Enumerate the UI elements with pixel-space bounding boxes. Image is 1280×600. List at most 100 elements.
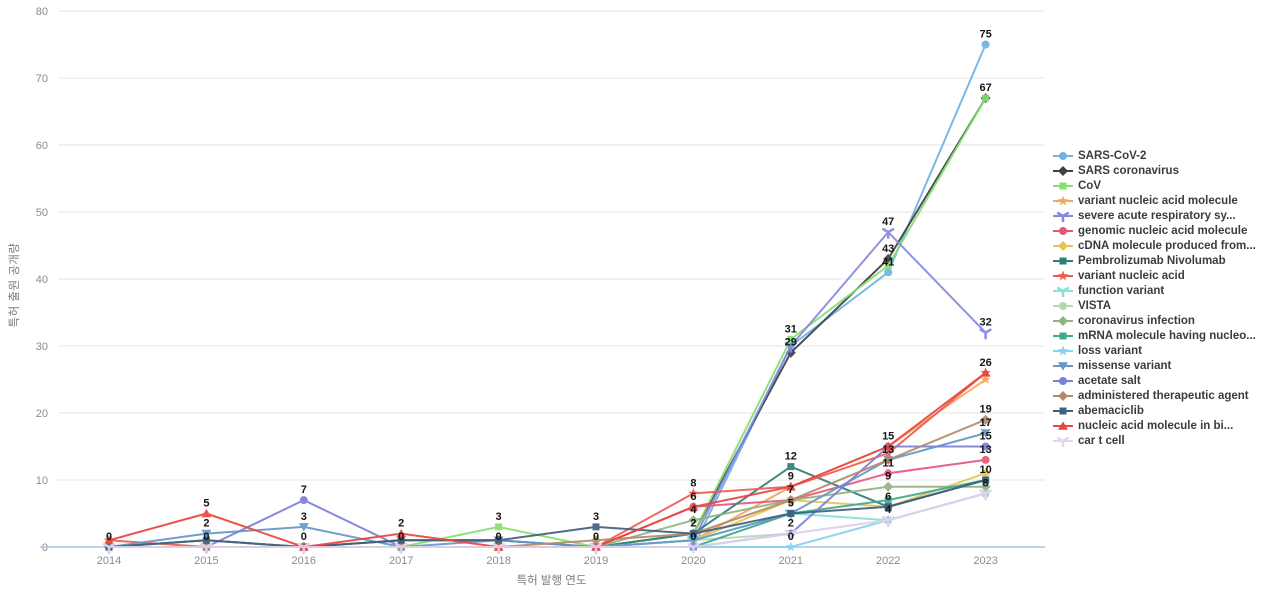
data-point-marker[interactable] [591, 535, 601, 546]
legend-item-acetate-salt[interactable]: acetate salt [1053, 373, 1256, 388]
legend-item-loss-variant[interactable]: loss variant [1053, 343, 1256, 358]
series-line-abemaciclib[interactable] [108, 479, 986, 548]
data-point-marker[interactable] [592, 523, 600, 531]
point-label: 2 [398, 518, 404, 530]
data-point-marker[interactable] [980, 429, 991, 438]
data-point-marker[interactable] [883, 441, 894, 451]
data-point-marker[interactable] [785, 482, 796, 491]
data-point-marker[interactable] [981, 455, 990, 464]
legend-item-vista[interactable]: VISTA [1053, 298, 1256, 313]
data-point-marker[interactable] [688, 515, 699, 526]
data-point-marker[interactable] [982, 476, 990, 484]
data-point-marker[interactable] [882, 516, 895, 527]
series-line-variant-nucleic-acid-molecule[interactable] [109, 378, 987, 548]
data-point-marker[interactable] [395, 542, 408, 554]
data-point-marker[interactable] [980, 481, 991, 492]
data-point-marker[interactable] [299, 496, 308, 505]
data-point-marker[interactable] [787, 335, 795, 343]
point-label: 15 [979, 431, 991, 443]
series-car-t-cell [102, 489, 992, 554]
legend-item-mrna-molecule-having-nucleo[interactable]: mRNA molecule having nucleo... [1053, 328, 1256, 343]
data-point-marker[interactable] [688, 502, 699, 511]
point-label: 5 [788, 498, 794, 510]
data-point-marker[interactable] [981, 40, 990, 49]
data-point-marker[interactable] [884, 503, 892, 511]
point-label: 26 [979, 357, 991, 369]
legend-item-function-variant[interactable]: function variant [1053, 283, 1256, 298]
data-point-marker [1059, 332, 1067, 339]
data-point-marker [1059, 182, 1067, 189]
data-point-marker[interactable] [102, 542, 116, 554]
series-line-vista[interactable] [109, 492, 986, 548]
data-point-marker[interactable] [200, 542, 213, 554]
data-point-marker[interactable] [785, 541, 797, 552]
data-point-marker[interactable] [298, 523, 309, 532]
data-point-marker [1057, 345, 1069, 355]
point-label: 3 [593, 511, 599, 523]
series-line-sars-cov-2[interactable] [109, 44, 987, 548]
legend-item-coronavirus-infection[interactable]: coronavirus infection [1053, 313, 1256, 328]
data-point-marker[interactable] [202, 536, 210, 544]
data-point-marker[interactable] [688, 487, 699, 498]
legend: SARS-CoV-2 SARS coronavirus CoV variant nuc… [1053, 148, 1256, 448]
data-point-marker[interactable] [979, 489, 992, 501]
data-point-marker[interactable] [784, 341, 797, 353]
legend-item-genomic-nucleic-acid-molecule[interactable]: genomic nucleic acid molecule [1053, 223, 1256, 238]
series-line-function-variant[interactable] [109, 492, 986, 548]
series-line-nucleic-acid-molecule-in-bi[interactable] [108, 372, 987, 548]
data-point-marker[interactable] [980, 374, 991, 384]
legend-item-sars-coronavirus[interactable]: SARS coronavirus [1053, 163, 1256, 178]
data-point-marker[interactable] [201, 508, 212, 518]
data-point-marker[interactable] [882, 447, 894, 458]
data-point-marker[interactable] [882, 228, 895, 239]
data-point-marker[interactable] [980, 414, 991, 425]
data-point-marker[interactable] [883, 481, 894, 492]
data-point-marker[interactable] [883, 454, 894, 465]
data-point-marker[interactable] [297, 542, 310, 554]
legend-label: function variant [1078, 284, 1165, 297]
data-point-marker[interactable] [884, 496, 892, 504]
data-point-marker[interactable] [492, 542, 505, 554]
data-point-marker[interactable] [785, 495, 796, 506]
data-point-marker[interactable] [981, 442, 990, 451]
data-point-marker[interactable] [787, 510, 795, 517]
legend-item-missense-variant[interactable]: missense variant [1053, 358, 1256, 373]
legend-item-cdna-molecule-produced-from[interactable]: cDNA molecule produced from... [1053, 238, 1256, 253]
legend-label: car t cell [1078, 434, 1125, 447]
data-point-marker[interactable] [495, 523, 503, 531]
legend-item-nucleic-acid-molecule-in-bi[interactable]: nucleic acid molecule in bi... [1053, 418, 1256, 433]
data-point-marker[interactable] [884, 268, 893, 277]
data-point-marker[interactable] [982, 94, 990, 102]
data-point-marker[interactable] [688, 536, 699, 545]
data-point-marker[interactable] [979, 328, 992, 340]
data-point-marker[interactable] [980, 368, 991, 377]
series-line-car-t-cell[interactable] [109, 492, 986, 548]
legend-marker-acetate-salt-icon [1053, 375, 1073, 387]
legend-item-administered-therapeutic-agent[interactable]: administered therapeutic agent [1053, 388, 1256, 403]
data-point-marker[interactable] [397, 536, 405, 544]
legend-item-car-t-cell[interactable]: car t cell [1053, 433, 1256, 448]
data-point-marker[interactable] [396, 529, 407, 538]
data-point-marker[interactable] [104, 535, 114, 545]
legend-item-severe-acute-respiratory-sy[interactable]: severe acute respiratory sy... [1053, 208, 1256, 223]
legend-item-variant-nucleic-acid[interactable]: variant nucleic acid [1053, 268, 1256, 283]
data-point-marker[interactable] [884, 469, 893, 478]
data-point-marker[interactable] [884, 262, 892, 270]
data-point-marker[interactable] [787, 463, 795, 471]
legend-item-pembrolizumab-nivolumab[interactable]: Pembrolizumab Nivolumab [1053, 253, 1256, 268]
data-point-marker[interactable] [589, 542, 603, 554]
data-point-marker[interactable] [495, 536, 503, 544]
data-point-marker[interactable] [201, 529, 212, 539]
legend-item-cov[interactable]: CoV [1053, 178, 1256, 193]
data-point-marker[interactable] [980, 468, 991, 479]
data-point-marker[interactable] [784, 529, 797, 541]
legend-marker-variant-nucleic-acid-icon [1053, 270, 1073, 282]
legend-item-variant-nucleic-acid-molecule[interactable]: variant nucleic acid molecule [1053, 193, 1256, 208]
series-line-loss-variant[interactable] [109, 492, 986, 548]
point-label: 15 [882, 431, 894, 443]
legend-label: mRNA molecule having nucleo... [1078, 329, 1256, 342]
legend-item-sars-cov-2[interactable]: SARS-CoV-2 [1053, 148, 1256, 163]
data-point-marker[interactable] [687, 542, 700, 554]
legend-item-abemaciclib[interactable]: abemaciclib [1053, 403, 1256, 418]
data-point-marker[interactable] [689, 530, 697, 538]
